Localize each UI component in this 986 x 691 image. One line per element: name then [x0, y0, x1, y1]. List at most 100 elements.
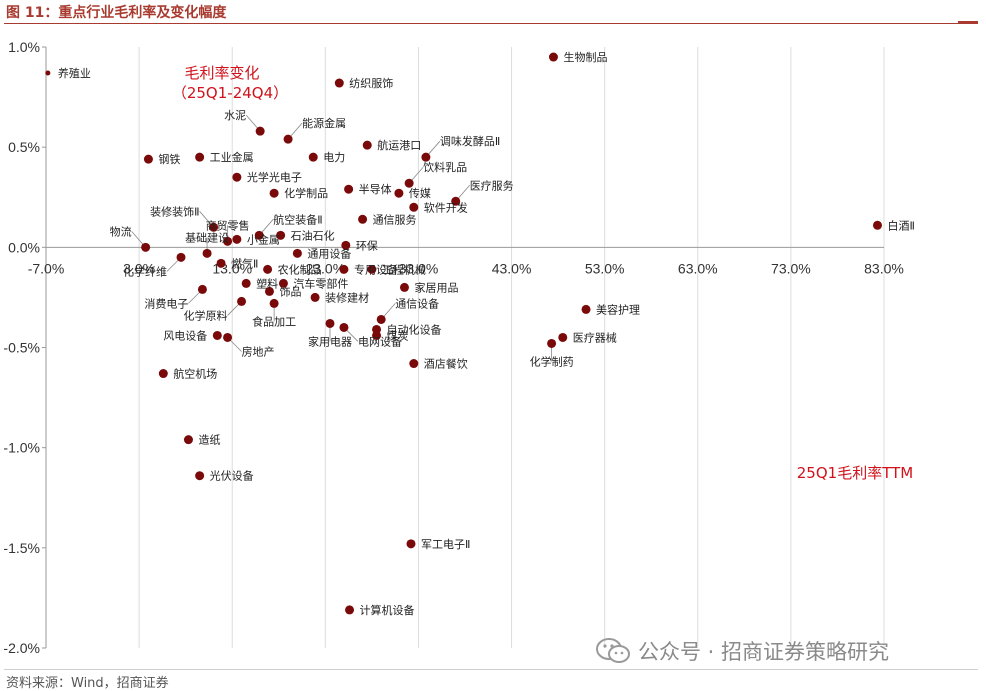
point-label: 煤炭 [387, 329, 409, 342]
data-point [197, 284, 207, 294]
watermark: 公众号 · 招商证券策略研究 [596, 636, 889, 666]
data-point [195, 152, 205, 162]
point-label: 医疗服务 [470, 178, 514, 192]
data-point [558, 332, 568, 342]
point-label: 美容护理 [596, 302, 640, 316]
data-point [283, 134, 293, 144]
data-point [548, 52, 558, 62]
title-underline [4, 23, 978, 24]
data-point [269, 298, 279, 308]
point-label: 航空机场 [173, 367, 217, 381]
y-tick-label: -0.5% [3, 340, 40, 356]
data-point [421, 152, 431, 162]
data-point [158, 369, 168, 379]
point-label: 商贸零售 [206, 218, 250, 232]
x-tick-label: 53.0% [585, 260, 625, 276]
vertical-gridlines [138, 47, 885, 648]
point-label: 养殖业 [58, 66, 91, 80]
data-point [276, 230, 286, 240]
point-label: 化学纤维 [123, 264, 167, 278]
point-label: 专用设备 [354, 262, 398, 276]
y-tick-label: -2.0% [3, 640, 40, 656]
data-point [216, 258, 226, 268]
y-tick-label: 1.0% [8, 39, 40, 55]
point-label: 饰品 [279, 284, 301, 298]
point-label: 饮料乳品 [423, 160, 467, 174]
point-label: 通信设备 [395, 296, 439, 310]
data-point [195, 471, 205, 481]
x-tick-label: 83.0% [864, 260, 904, 276]
source-note: 资料来源：Wind，招商证券 [6, 676, 169, 691]
data-point [278, 278, 288, 288]
point-label: 通信服务 [373, 213, 417, 226]
data-point [212, 330, 222, 340]
y-annotation-line2: （25Q1-24Q4） [172, 84, 288, 102]
point-label: 物流 [110, 224, 132, 238]
point-label: 能源金属 [302, 116, 346, 130]
point-label: 工业金属 [210, 150, 254, 164]
point-label: 风电设备 [163, 328, 207, 342]
point-label: 酒店餐饮 [424, 357, 468, 371]
data-point [406, 539, 416, 549]
data-point [232, 234, 242, 244]
point-label: 计算机设备 [360, 603, 415, 617]
data-point [254, 230, 264, 240]
point-label: 汽车零部件 [293, 276, 348, 290]
point-label: 钢铁 [158, 153, 180, 166]
point-label: 化学制品 [284, 186, 328, 200]
axes [42, 46, 884, 649]
x-tick-label: -7.0% [28, 260, 65, 276]
point-label: 纺织服饰 [349, 76, 393, 90]
data-point [345, 605, 355, 615]
point-label: 光伏设备 [210, 469, 254, 483]
x-tick-label: 3.0% [123, 260, 155, 276]
point-label: 房地产 [242, 344, 275, 358]
data-point [202, 248, 212, 258]
data-point [358, 214, 368, 224]
y-annotation-line1: 毛利率变化 [184, 64, 259, 82]
point-label: 传媒 [409, 187, 431, 200]
point-label: 小金属 [247, 232, 280, 246]
x-tick-labels: -7.0% 3.0% 13.0% 23.0% 33.0% 43.0% 53.0% 63.0% 7… [28, 260, 904, 276]
data-point [339, 264, 349, 274]
point-label: 航空装备Ⅱ [273, 212, 322, 226]
data-point [409, 202, 419, 212]
data-point [344, 184, 354, 194]
watermark-text: 公众号 · 招商证券策略研究 [638, 640, 890, 664]
point-label: 化学制药 [530, 354, 574, 368]
y-tick-label: -1.0% [3, 440, 40, 456]
point-label: 农化制品 [278, 262, 322, 276]
data-point [223, 332, 233, 342]
data-point [183, 435, 193, 445]
point-label: 工程机械 [382, 262, 426, 276]
point-label: 调味发酵品Ⅱ [440, 134, 500, 148]
x-tick-label: 23.0% [305, 260, 345, 276]
point-label: 装修建材 [325, 290, 369, 304]
data-point [341, 240, 351, 250]
data-point [45, 70, 51, 76]
point-label: 白酒Ⅱ [887, 218, 914, 232]
data-point [451, 196, 461, 206]
point-label: 光学光电子 [247, 170, 302, 184]
point-label: 食品加工 [252, 314, 296, 328]
data-point [334, 78, 344, 88]
data-point [223, 236, 233, 246]
data-point [310, 292, 320, 302]
data-point [325, 318, 335, 328]
point-label: 石油石化 [291, 228, 335, 242]
data-point [263, 264, 273, 274]
point-label: 自动化设备 [387, 322, 442, 336]
point-label: 消费电子 [144, 296, 188, 310]
point-label: 基础建设 [185, 230, 229, 244]
point-label: 航运港口 [377, 138, 421, 152]
data-point [269, 188, 279, 198]
data-point [367, 264, 377, 274]
data-point [241, 278, 251, 288]
point-label: 电网设备 [358, 334, 402, 348]
point-label: 电力 [323, 151, 345, 164]
data-point [292, 248, 302, 258]
y-tick-label: 0.0% [8, 239, 40, 255]
point-label: 家居用品 [414, 280, 458, 294]
x-tick-label: 73.0% [771, 260, 811, 276]
